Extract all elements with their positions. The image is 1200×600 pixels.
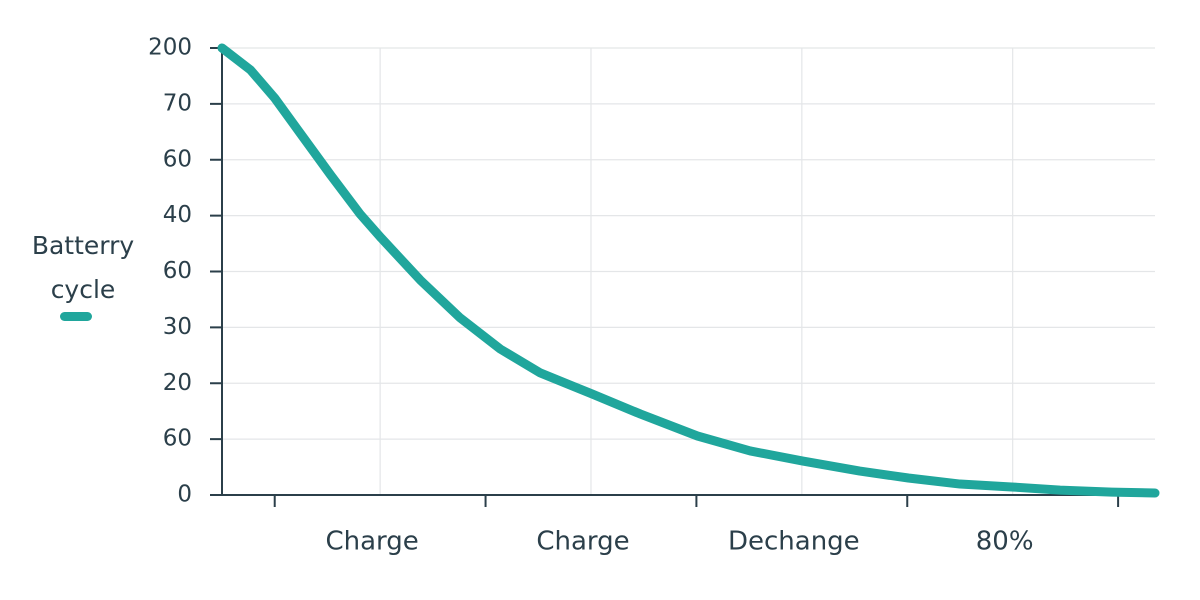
x-tick-label: Charge: [325, 527, 418, 557]
y-tick-label: 200: [148, 35, 192, 61]
x-tick-label: 80%: [976, 527, 1034, 557]
legend-swatch: [60, 312, 92, 321]
y-tick-label: 60: [163, 258, 192, 284]
y-tick-label: 30: [163, 314, 192, 340]
y-tick-label: 40: [163, 202, 192, 228]
y-tick-label: 60: [163, 426, 192, 452]
y-tick-label: 70: [163, 90, 192, 116]
y-tick-label: 60: [163, 146, 192, 172]
line-series: [217, 43, 1160, 498]
y-tick-label: 20: [163, 370, 192, 396]
y-tick-label: 0: [177, 482, 192, 508]
x-tick-label: Charge: [536, 527, 629, 557]
x-tick-label: Dechange: [728, 527, 860, 557]
legend-label: Batterry cycle: [31, 231, 135, 304]
